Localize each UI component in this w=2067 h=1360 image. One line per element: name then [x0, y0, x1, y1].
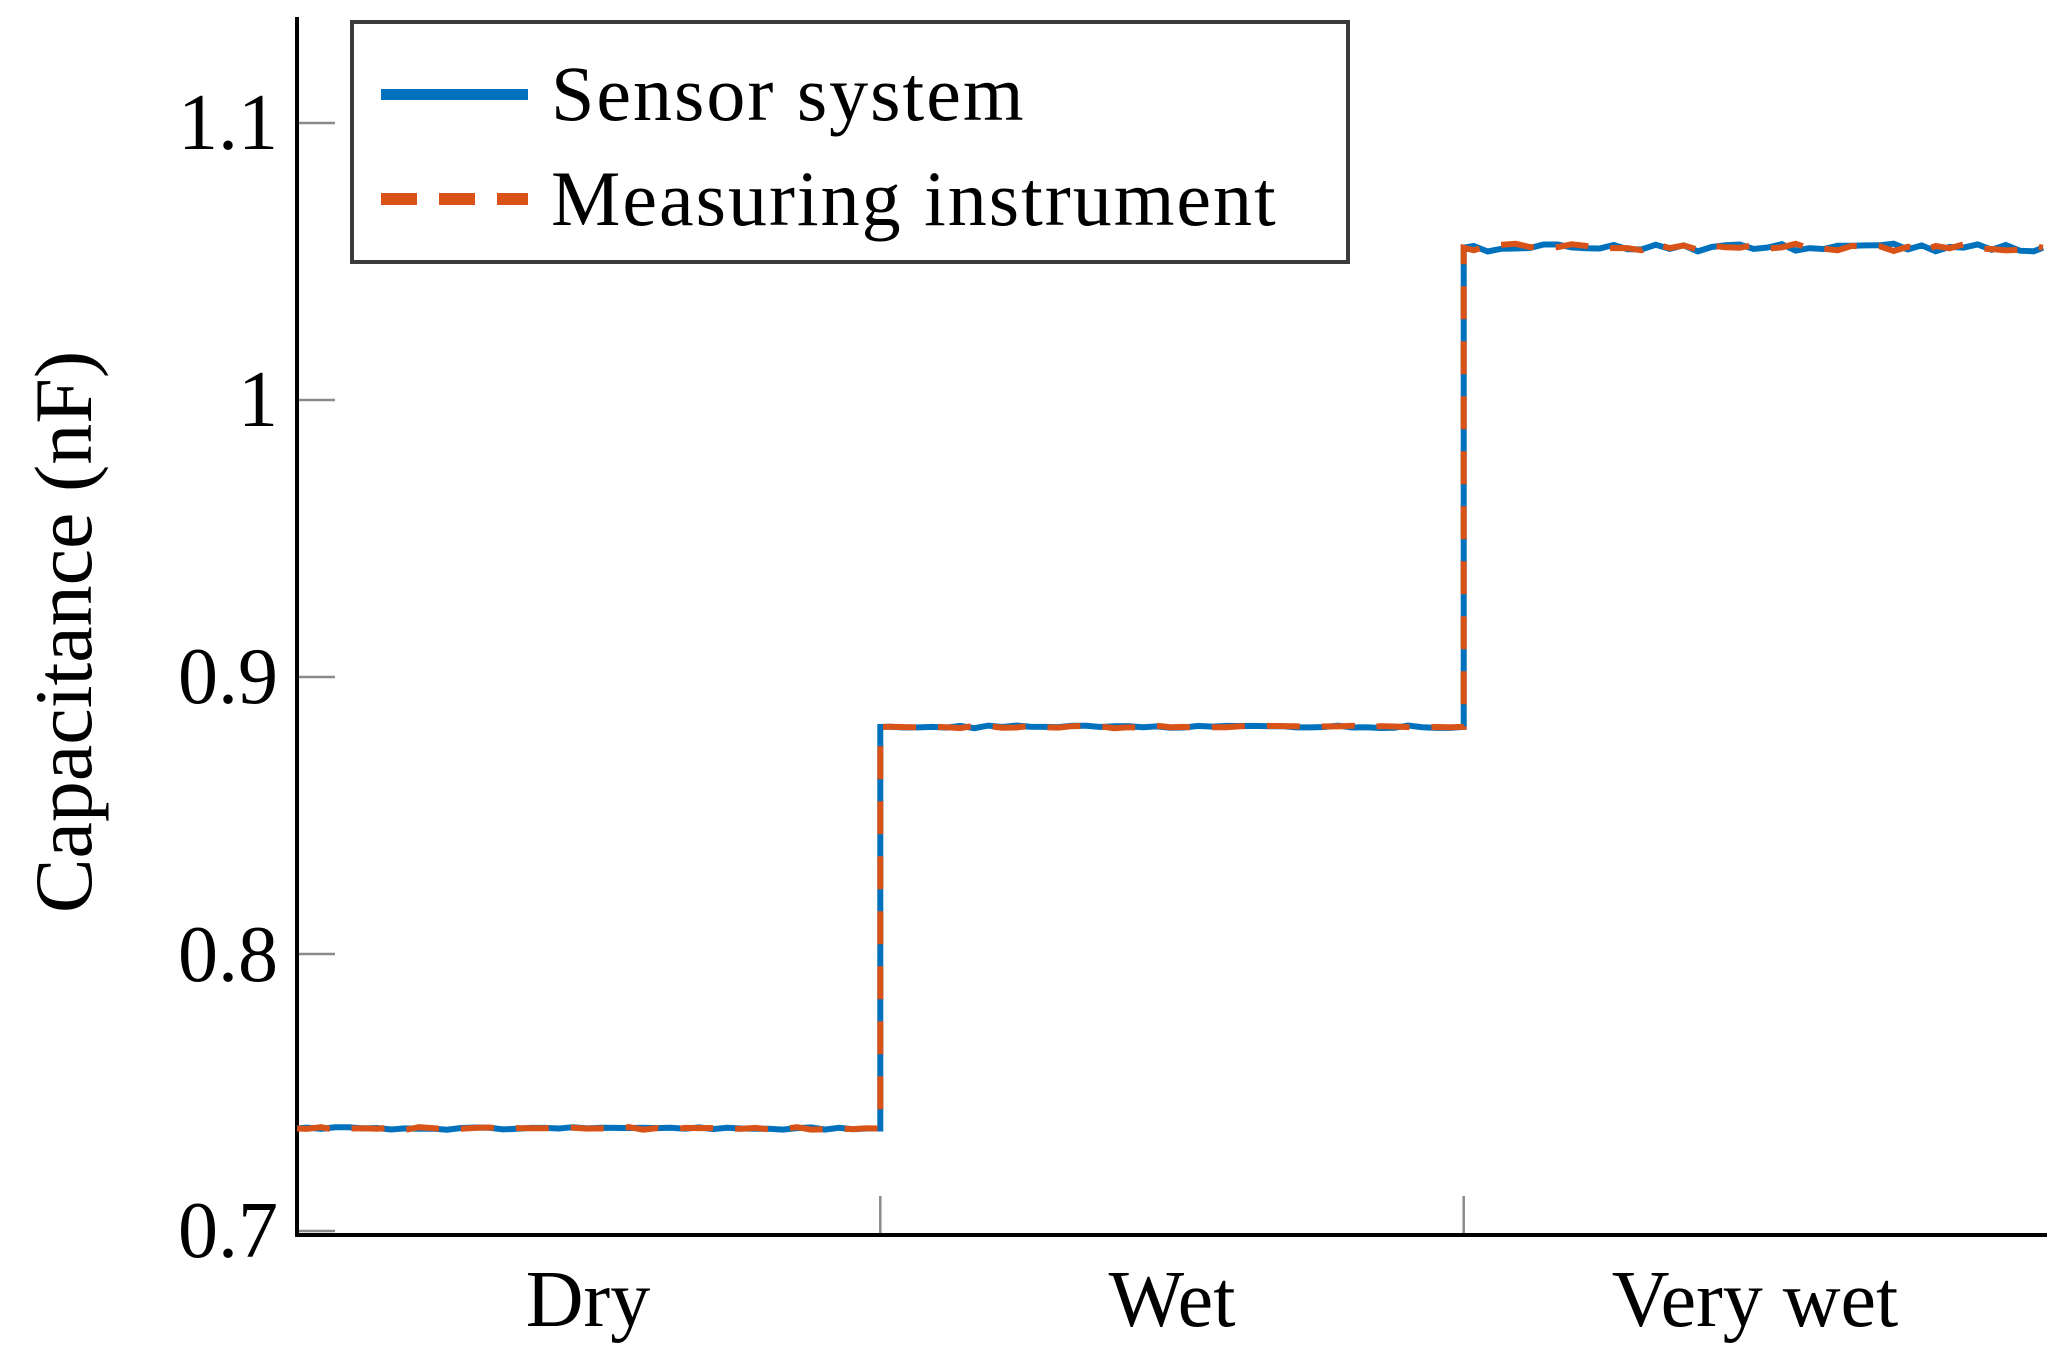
- x-category-label: Very wet: [1611, 1256, 1899, 1344]
- x-category-label: Wet: [1108, 1256, 1236, 1344]
- x-category-label: Dry: [525, 1256, 651, 1344]
- sensor-system-line: [296, 240, 2045, 1133]
- y-tick-label: 1.1: [178, 79, 278, 167]
- y-tick-label: 1: [238, 356, 278, 444]
- y-axis-title: Capacitance (nF): [18, 350, 109, 914]
- y-tick-label: 0.9: [178, 633, 278, 721]
- measuring-instrument-line: [296, 240, 2044, 1133]
- y-tick-label: 0.7: [178, 1187, 278, 1275]
- legend-label-sensor-system: Sensor system: [551, 50, 1026, 137]
- y-tick-marks: [299, 121, 335, 1233]
- x-tick-marks: [879, 1196, 1465, 1233]
- legend-item-sensor-system: Sensor system: [381, 48, 1346, 140]
- series-layer: [296, 240, 2045, 1133]
- legend-dash-sample: [381, 193, 528, 205]
- legend-line-sample-solid: [381, 88, 528, 100]
- legend-item-measuring-instrument: Measuring instrument: [381, 153, 1346, 245]
- legend: Sensor system Measuring instrument: [350, 20, 1350, 264]
- y-tick-label: 0.8: [178, 911, 278, 999]
- legend-label-measuring-instrument: Measuring instrument: [551, 155, 1278, 242]
